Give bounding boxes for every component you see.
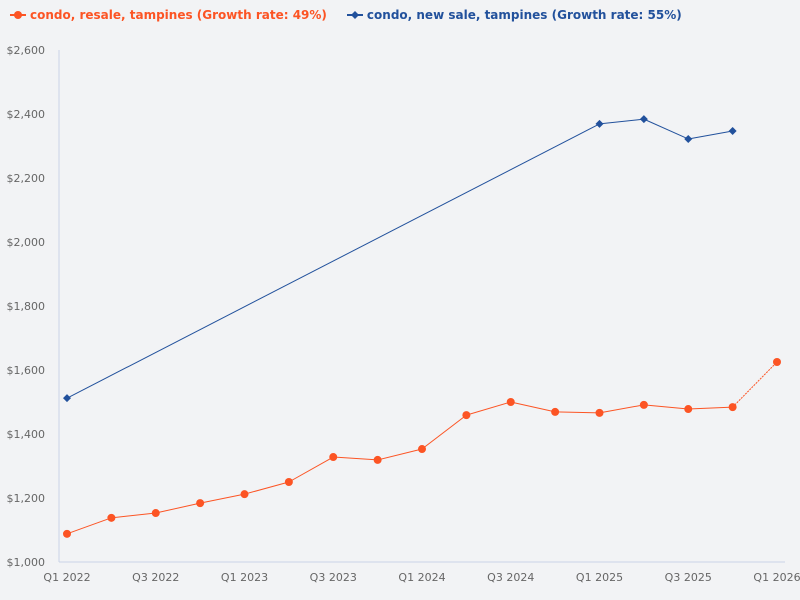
y-tick-label: $1,200	[7, 492, 46, 505]
y-tick-label: $1,000	[7, 556, 46, 569]
data-point[interactable]	[63, 529, 71, 538]
data-point[interactable]	[329, 453, 338, 462]
y-tick-label: $2,400	[7, 108, 46, 121]
chart-legend: condo, resale, tampines (Growth rate: 49…	[10, 8, 682, 22]
data-point[interactable]	[684, 134, 693, 143]
x-tick-label: Q3 2022	[132, 571, 179, 584]
data-point[interactable]	[284, 478, 293, 486]
data-point[interactable]	[107, 513, 116, 522]
legend-label-resale: condo, resale, tampines (Growth rate: 49…	[30, 8, 327, 22]
chart-series	[63, 115, 781, 538]
x-tick-label: Q1 2023	[221, 571, 268, 584]
data-point[interactable]	[240, 490, 249, 499]
data-point[interactable]	[63, 394, 71, 403]
x-tick-label: Q3 2025	[665, 571, 712, 584]
y-tick-label: $1,800	[7, 300, 46, 313]
x-tick-label: Q1 2026	[753, 571, 800, 584]
data-point[interactable]	[196, 499, 205, 508]
data-point[interactable]	[151, 509, 160, 518]
data-point[interactable]	[595, 408, 604, 417]
diamond-marker-icon	[346, 11, 363, 19]
data-point[interactable]	[728, 403, 737, 412]
legend-item-resale[interactable]: condo, resale, tampines (Growth rate: 49…	[10, 8, 327, 22]
data-point[interactable]	[418, 445, 426, 454]
data-point[interactable]	[773, 358, 781, 366]
x-tick-label: Q3 2024	[487, 571, 534, 584]
data-point[interactable]	[506, 398, 515, 406]
data-point[interactable]	[462, 411, 471, 420]
data-point[interactable]	[595, 119, 604, 128]
x-tick-label: Q1 2025	[576, 571, 623, 584]
data-point[interactable]	[684, 405, 693, 414]
data-point[interactable]	[728, 126, 737, 135]
series-1	[63, 115, 737, 403]
data-point[interactable]	[639, 115, 648, 124]
y-tick-label: $1,600	[7, 364, 46, 377]
legend-item-new-sale[interactable]: condo, new sale, tampines (Growth rate: …	[346, 8, 682, 22]
y-tick-label: $2,000	[7, 236, 46, 249]
data-point[interactable]	[551, 407, 560, 416]
data-point[interactable]	[639, 400, 648, 409]
series-0	[63, 358, 781, 538]
y-tick-label: $2,200	[7, 172, 46, 185]
chart-axes: $1,000 $1,200 $1,400 $1,600 $1,800 $2,000 $2,2…	[7, 44, 800, 584]
x-tick-label: Q3 2023	[310, 571, 357, 584]
legend-label-new-sale: condo, new sale, tampines (Growth rate: …	[366, 8, 682, 22]
circle-marker-icon	[10, 11, 26, 19]
x-tick-label: Q1 2024	[398, 571, 445, 584]
data-point[interactable]	[373, 455, 382, 464]
x-tick-label: Q1 2022	[43, 571, 90, 584]
y-tick-label: $2,600	[7, 44, 46, 57]
y-tick-label: $1,400	[7, 428, 46, 441]
